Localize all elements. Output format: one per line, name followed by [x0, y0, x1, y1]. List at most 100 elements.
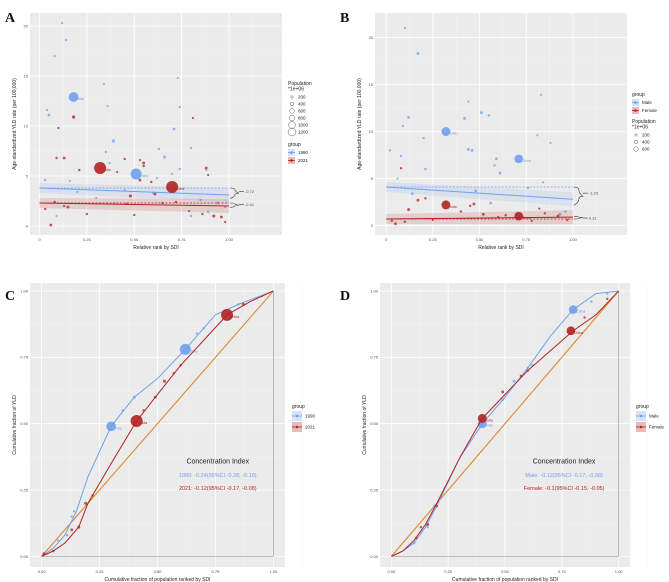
data-point-2021 [78, 168, 81, 172]
regression-line-female [386, 216, 573, 220]
data-point-female [419, 525, 423, 529]
group-legend-dot [634, 101, 637, 104]
data-point-2021 [138, 158, 142, 162]
group-legend-title: group [636, 404, 649, 410]
data-point-2021 [85, 212, 89, 216]
y-tick-label: 20 [24, 23, 29, 28]
data-point-2021 [162, 379, 167, 383]
bracket [573, 186, 584, 206]
data-point-male [558, 212, 562, 216]
data-point-2021 [224, 220, 227, 224]
data-point-1990 [106, 104, 109, 108]
y-tick-label: 0.25 [370, 487, 379, 492]
data-point-1990 [157, 147, 161, 151]
data-point-2021 [132, 213, 136, 217]
bracket [229, 187, 240, 199]
data-point-male [590, 300, 593, 303]
data-point-female [407, 208, 411, 212]
x-tick-label: 0.50 [476, 237, 485, 242]
confidence-band-male [386, 182, 573, 207]
x-tick-label: 0.50 [501, 569, 510, 574]
y-tick-label: 0.25 [20, 487, 29, 492]
group-legend-title: group [632, 92, 645, 98]
y-tick-label: 0 [371, 223, 374, 228]
group-legend-dot [295, 425, 299, 429]
size-legend-label: 600 [298, 108, 306, 113]
data-point-female [514, 211, 524, 221]
data-point-1990 [123, 188, 126, 192]
x-tick-label: 0.00 [38, 569, 47, 574]
data-point-2021 [123, 157, 126, 161]
y-tick-label: 1.00 [370, 288, 379, 293]
slope-annotation: -1.23 [589, 191, 599, 196]
x-tick-label: 1.00 [569, 237, 578, 242]
data-point-1990 [64, 38, 68, 42]
data-point-female [566, 326, 576, 336]
x-tick-label: 0.25 [96, 569, 105, 574]
data-point-1990 [68, 92, 79, 102]
data-point-1990 [206, 210, 210, 214]
data-point-1990 [70, 515, 73, 518]
group-legend-dot [639, 414, 643, 418]
country-label: India [485, 418, 493, 422]
x-tick-label: 0 [38, 237, 41, 242]
bracket [229, 202, 240, 208]
data-point-female [468, 204, 472, 208]
data-point-2021 [62, 204, 66, 208]
data-point-male [487, 114, 491, 117]
data-point-male [463, 116, 467, 120]
data-point-male [466, 147, 470, 151]
data-point-male [512, 379, 516, 383]
plot-background [30, 13, 282, 235]
x-axis-label: Relative rank by SDI [133, 245, 179, 251]
group-legend-dot [639, 425, 643, 429]
data-point-female [459, 210, 463, 213]
country-label: India [485, 424, 493, 428]
panel-label: A [5, 11, 16, 26]
data-point-female [399, 166, 403, 170]
data-point-1990 [195, 332, 199, 335]
y-axis-label: Cumulative fraction of YLD [362, 395, 368, 455]
concentration-index-value: 1990: -0.24(95%CI -0.28, -0.19) [179, 473, 257, 479]
data-point-1990 [104, 150, 108, 154]
group-legend-title: group [292, 404, 305, 410]
group-legend-label: Female [642, 108, 658, 113]
country-label: India [77, 97, 85, 101]
x-tick-label: 1.00 [270, 569, 279, 574]
country-label: China [230, 315, 239, 319]
data-point-male [426, 525, 429, 529]
y-tick-label: 15 [24, 73, 29, 78]
panel-label: B [340, 11, 349, 26]
data-point-male [489, 201, 493, 205]
data-point-female [538, 207, 541, 210]
data-point-2021 [142, 161, 146, 165]
x-axis-label: Cumulative fraction of population ranked… [105, 577, 211, 582]
data-point-male [514, 154, 524, 164]
y-tick-label: 0.00 [370, 554, 379, 559]
y-axis-label: Age-standardized YLD rate (per 100,000) [12, 78, 18, 170]
data-point-1990 [176, 76, 179, 80]
data-point-2021 [166, 181, 179, 193]
data-point-1990 [162, 155, 167, 159]
data-point-female [403, 220, 407, 224]
data-point-1990 [178, 167, 181, 171]
x-axis-label: Cumulative fraction of population ranked… [452, 577, 558, 582]
concentration-index-title: Concentration Index [186, 458, 249, 465]
data-point-1990 [130, 168, 142, 180]
group-legend-label: 1990 [305, 414, 316, 419]
data-point-2021 [191, 116, 195, 120]
data-point-2021 [142, 164, 145, 168]
size-legend-circle [288, 114, 296, 122]
concentration-index-value: 2021: -0.12(95%CI -0.17, -0.08) [179, 486, 257, 492]
size-legend-label: 200 [298, 94, 306, 99]
data-point-2021 [42, 552, 46, 556]
data-point-1990 [56, 539, 59, 542]
data-point-female [416, 198, 420, 202]
country-label: China [522, 216, 531, 220]
data-point-1990 [102, 82, 106, 86]
data-point-male [424, 167, 427, 171]
data-point-male [388, 149, 392, 152]
data-point-male [441, 127, 451, 137]
size-legend-label: 1000 [298, 122, 309, 127]
